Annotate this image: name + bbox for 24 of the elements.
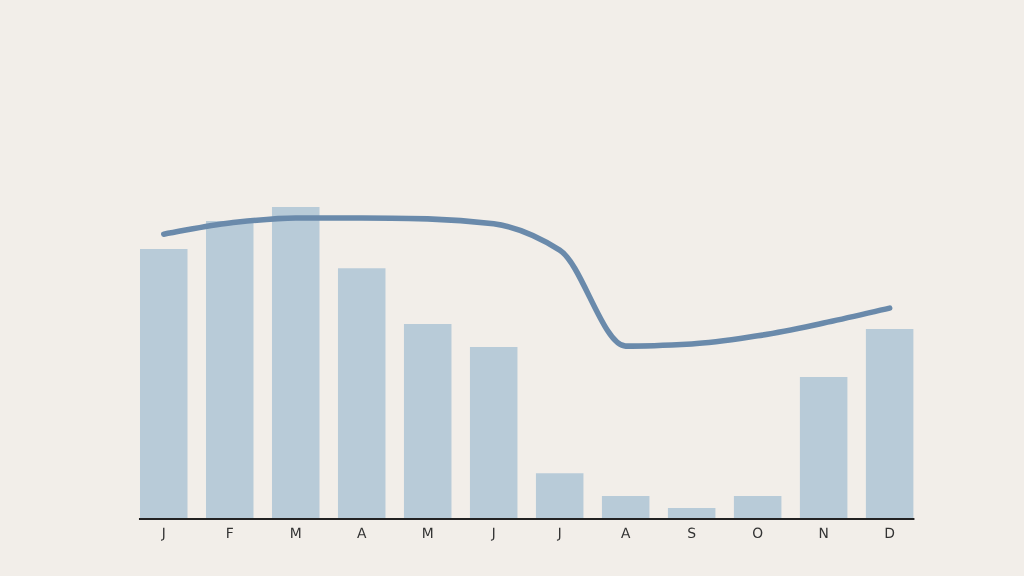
x-tick-label: A (621, 527, 631, 538)
bar (205, 221, 254, 519)
bar (337, 268, 386, 519)
bar (601, 495, 650, 519)
bar (799, 377, 848, 519)
x-tick-label: J (490, 527, 495, 541)
x-tick-label: M (423, 527, 433, 538)
bar (535, 473, 584, 519)
x-tick-label: O (752, 527, 763, 539)
x-tick-label: F (227, 527, 233, 538)
x-tick-label: J (556, 527, 561, 541)
bar (403, 324, 452, 519)
x-tick-label: J (160, 527, 165, 541)
bar (469, 347, 518, 519)
x-tick-label: S (688, 527, 696, 539)
bar (271, 207, 320, 519)
x-tick-label: A (357, 527, 367, 538)
bar (140, 249, 188, 519)
bar (667, 508, 716, 519)
x-tick-label: M (291, 527, 301, 538)
bar (733, 495, 782, 519)
x-tick-label: D (885, 527, 895, 538)
bar (865, 328, 914, 519)
x-tick-label: N (819, 527, 828, 538)
